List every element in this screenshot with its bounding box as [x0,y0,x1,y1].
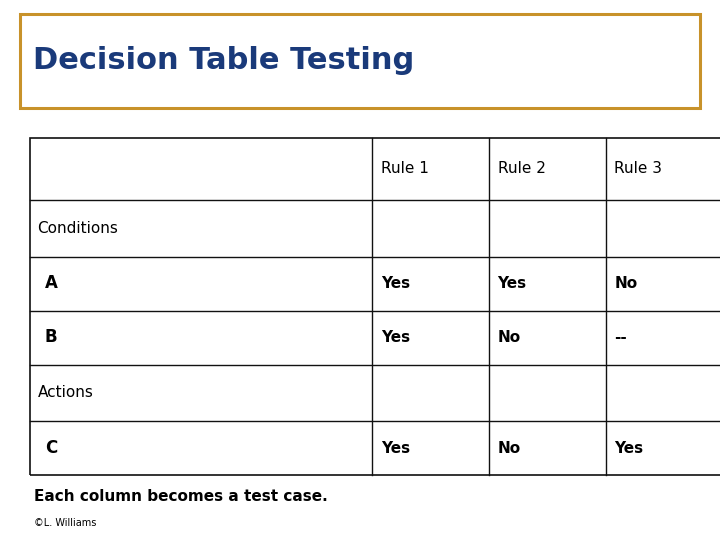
Text: --: -- [614,330,627,345]
Text: Yes: Yes [498,276,526,291]
Text: Yes: Yes [381,330,410,345]
FancyBboxPatch shape [20,14,700,108]
Text: A: A [45,274,58,293]
Text: Actions: Actions [37,386,94,400]
Text: No: No [614,276,637,291]
Text: Yes: Yes [614,441,643,456]
Text: Decision Table Testing: Decision Table Testing [33,46,415,75]
Text: Rule 2: Rule 2 [498,161,545,176]
Text: C: C [45,439,57,457]
Text: Yes: Yes [381,441,410,456]
Text: Rule 3: Rule 3 [614,161,662,176]
Text: ©L. Williams: ©L. Williams [34,518,96,528]
Text: Rule 1: Rule 1 [381,161,428,176]
Text: Yes: Yes [381,276,410,291]
Text: B: B [45,328,58,347]
Text: No: No [498,441,521,456]
Text: Conditions: Conditions [37,221,118,235]
Text: No: No [498,330,521,345]
Text: Each column becomes a test case.: Each column becomes a test case. [34,489,328,504]
